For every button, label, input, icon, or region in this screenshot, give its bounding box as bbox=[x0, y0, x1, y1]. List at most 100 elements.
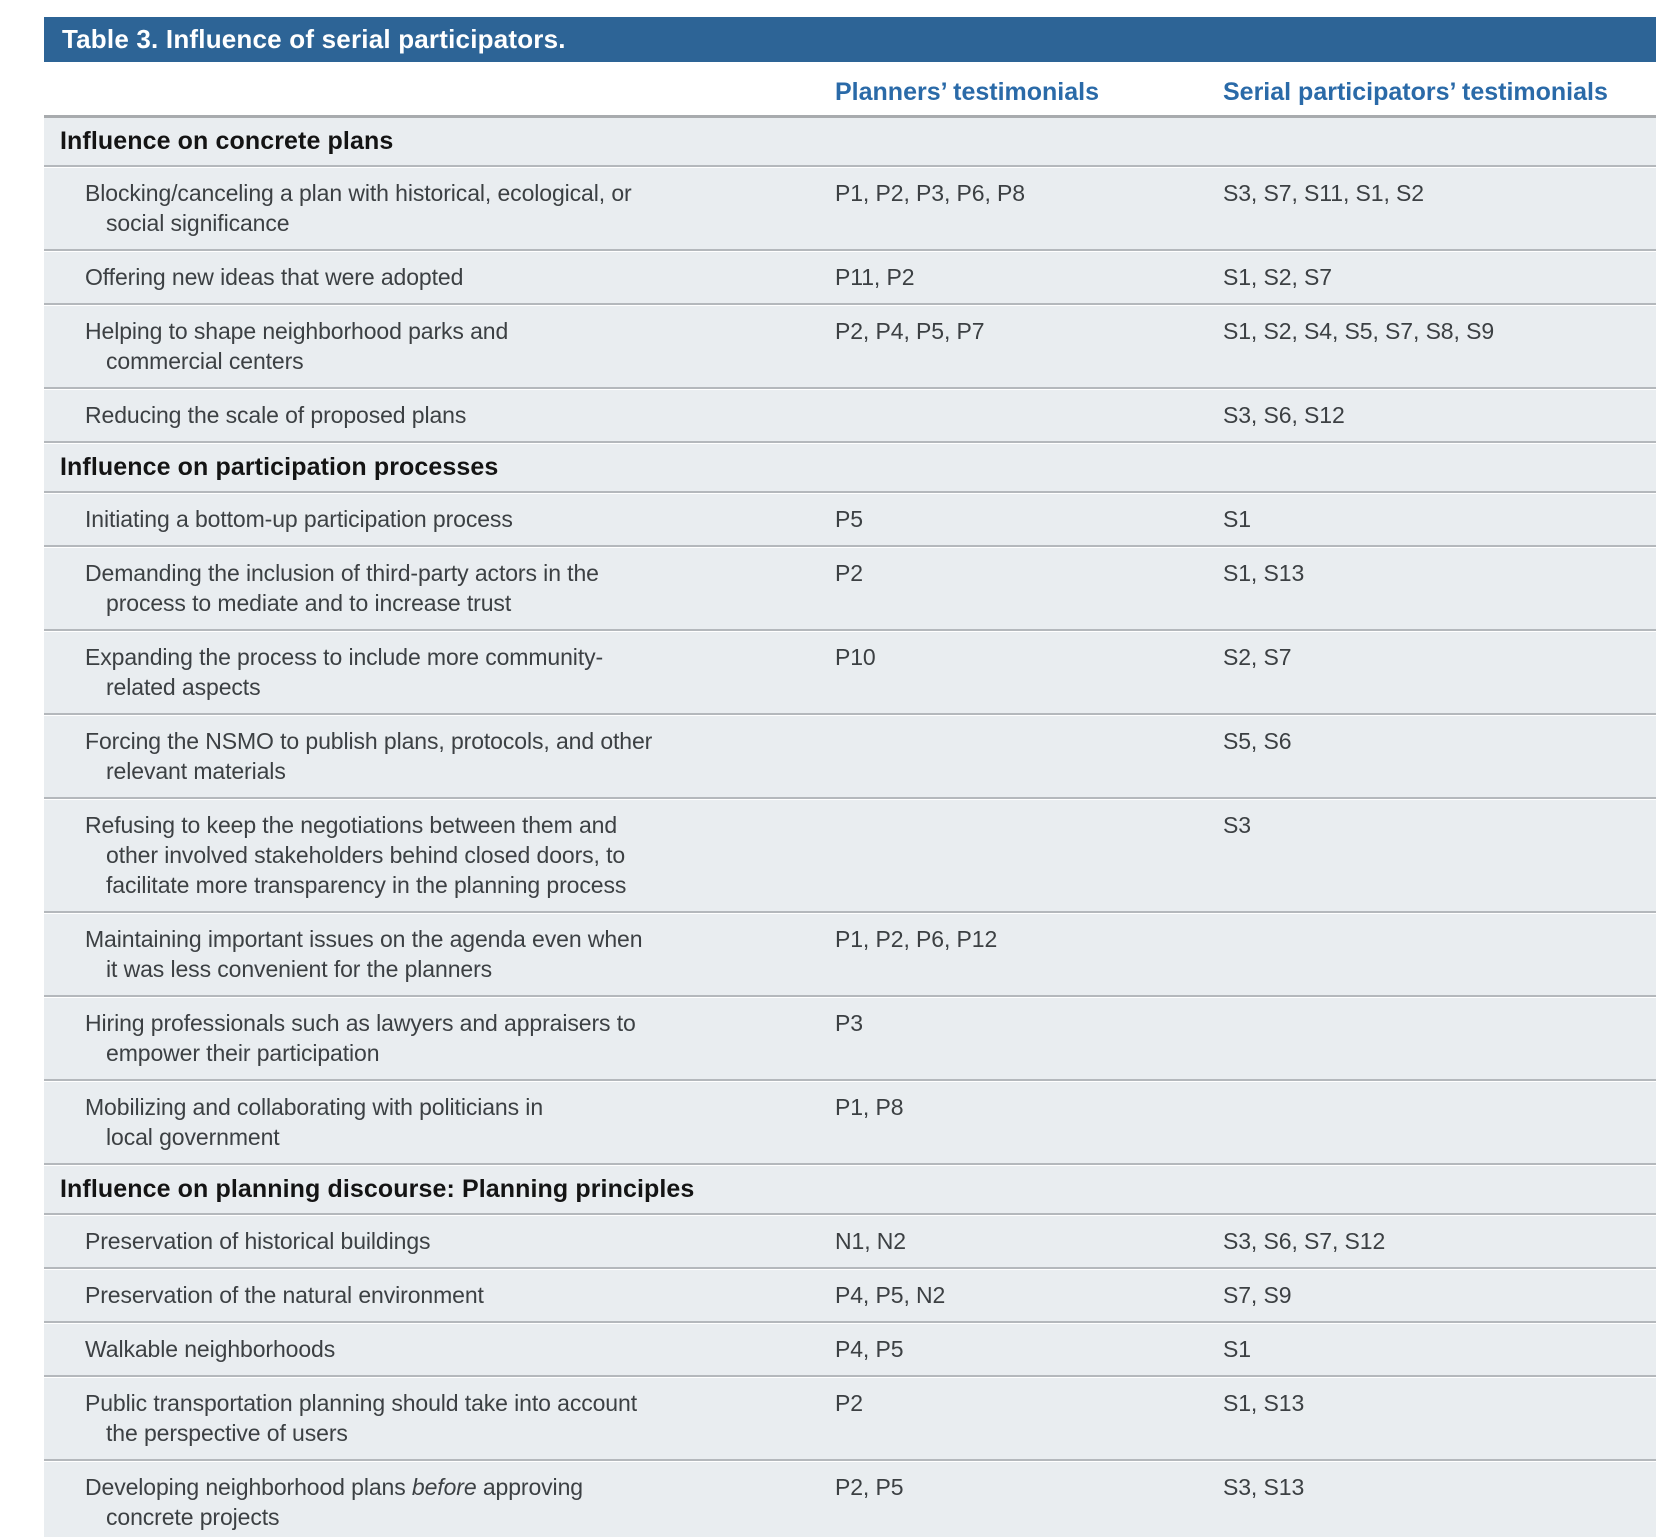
table-row: Initiating a bottom-up participation pro… bbox=[44, 494, 1656, 547]
row-label: Walkable neighborhoods bbox=[44, 1324, 835, 1375]
row-label: Forcing the NSMO to publish plans, proto… bbox=[44, 716, 835, 797]
serial-participators-testimonials-cell: S1, S2, S7 bbox=[1223, 264, 1332, 290]
serial-participators-testimonials-cell: S1 bbox=[1223, 506, 1251, 532]
serial-participators-testimonials-cell bbox=[1223, 998, 1656, 1079]
serial-participators-testimonials-cell: S1, S13 bbox=[1223, 1390, 1305, 1416]
table-row: Forcing the NSMO to publish plans, proto… bbox=[44, 716, 1656, 799]
row-label-part: Public transportation planning should ta… bbox=[85, 1390, 637, 1446]
row-label-part: Preservation of the natural environment bbox=[85, 1282, 484, 1308]
row-label-part: Preservation of historical buildings bbox=[85, 1228, 431, 1254]
serial-participators-testimonials-cell: S3, S13 bbox=[1223, 1474, 1305, 1500]
row-label-italic-part: before bbox=[411, 1474, 477, 1500]
table-row: Hiring professionals such as lawyers and… bbox=[44, 998, 1656, 1081]
table-row: Expanding the process to include more co… bbox=[44, 632, 1656, 715]
planners-testimonials-cell bbox=[835, 716, 1223, 797]
row-label-part: Walkable neighborhoods bbox=[85, 1336, 336, 1362]
column-header-serial: Serial participators’ testimonials bbox=[1223, 78, 1608, 106]
section-header-row: Influence on participation processes bbox=[44, 444, 1656, 493]
row-label: Mobilizing and collaborating with politi… bbox=[44, 1082, 835, 1163]
row-label: Public transportation planning should ta… bbox=[44, 1378, 835, 1459]
planners-testimonials-cell: P1, P2, P6, P12 bbox=[835, 926, 998, 952]
planners-testimonials-cell: P4, P5 bbox=[835, 1336, 904, 1362]
section-header-label: Influence on participation processes bbox=[60, 453, 499, 481]
row-label-part: approving concrete projects bbox=[106, 1474, 583, 1530]
planners-testimonials-cell: P2, P4, P5, P7 bbox=[835, 318, 985, 344]
section-header-label: Influence on planning discourse: Plannin… bbox=[60, 1175, 695, 1203]
column-header-row: Planners’ testimonials Serial participat… bbox=[44, 72, 1656, 118]
section-header-row: Influence on concrete plans bbox=[44, 118, 1656, 167]
row-label: Offering new ideas that were adopted bbox=[44, 252, 835, 303]
row-label: Developing neighborhood plans before app… bbox=[44, 1462, 835, 1537]
serial-participators-testimonials-cell: S7, S9 bbox=[1223, 1282, 1292, 1308]
serial-participators-testimonials-cell: S3, S6, S12 bbox=[1223, 402, 1345, 428]
serial-participators-testimonials-cell: S3 bbox=[1223, 812, 1251, 838]
row-label-part: Expanding the process to include more co… bbox=[85, 644, 604, 700]
table-body: Influence on concrete plans Blocking/canc… bbox=[44, 118, 1656, 1537]
serial-participators-testimonials-cell: S3, S6, S7, S12 bbox=[1223, 1228, 1386, 1254]
row-label: Refusing to keep the negotiations betwee… bbox=[44, 800, 835, 911]
row-label: Blocking/canceling a plan with historica… bbox=[44, 168, 835, 249]
row-label: Hiring professionals such as lawyers and… bbox=[44, 998, 835, 1079]
section-header-row: Influence on planning discourse: Plannin… bbox=[44, 1166, 1656, 1215]
serial-participators-testimonials-cell: S1, S2, S4, S5, S7, S8, S9 bbox=[1223, 318, 1495, 344]
row-label: Preservation of historical buildings bbox=[44, 1216, 835, 1267]
section-header-label: Influence on concrete plans bbox=[60, 127, 394, 155]
serial-participators-testimonials-cell: S2, S7 bbox=[1223, 644, 1292, 670]
serial-participators-testimonials-cell bbox=[1223, 914, 1656, 995]
table-title-bar: Table 3. Influence of serial participato… bbox=[44, 17, 1656, 62]
row-label: Reducing the scale of proposed plans bbox=[44, 390, 835, 441]
table-row: Preservation of the natural environment P… bbox=[44, 1270, 1656, 1323]
table-row: Mobilizing and collaborating with politi… bbox=[44, 1082, 1656, 1165]
table-row: Helping to shape neighborhood parks and … bbox=[44, 306, 1656, 389]
row-label-part: Offering new ideas that were adopted bbox=[85, 264, 464, 290]
table-row: Developing neighborhood plans before app… bbox=[44, 1462, 1656, 1537]
row-label: Initiating a bottom-up participation pro… bbox=[44, 494, 835, 545]
column-header-spacer bbox=[44, 72, 835, 115]
row-label-part: Blocking/canceling a plan with historica… bbox=[85, 180, 632, 236]
planners-testimonials-cell: P2 bbox=[835, 560, 863, 586]
planners-testimonials-cell: P5 bbox=[835, 506, 863, 532]
row-label-part: Initiating a bottom-up participation pro… bbox=[85, 506, 513, 532]
table-row: Preservation of historical buildings N1, … bbox=[44, 1216, 1656, 1269]
table-row: Maintaining important issues on the agen… bbox=[44, 914, 1656, 997]
table-row: Offering new ideas that were adopted P11,… bbox=[44, 252, 1656, 305]
column-header-planners: Planners’ testimonials bbox=[835, 78, 1099, 106]
serial-participators-testimonials-cell: S1, S13 bbox=[1223, 560, 1305, 586]
planners-testimonials-cell: P4, P5, N2 bbox=[835, 1282, 946, 1308]
row-label-part: Mobilizing and collaborating with politi… bbox=[85, 1094, 544, 1150]
table-row: Demanding the inclusion of third-party a… bbox=[44, 548, 1656, 631]
row-label: Preservation of the natural environment bbox=[44, 1270, 835, 1321]
row-label-part: Reducing the scale of proposed plans bbox=[85, 402, 467, 428]
planners-testimonials-cell: P1, P8 bbox=[835, 1094, 904, 1120]
table-row: Public transportation planning should ta… bbox=[44, 1378, 1656, 1461]
planners-testimonials-cell: P11, P2 bbox=[835, 264, 915, 290]
serial-participators-testimonials-cell: S1 bbox=[1223, 1336, 1251, 1362]
serial-participators-testimonials-cell: S5, S6 bbox=[1223, 728, 1292, 754]
planners-testimonials-cell bbox=[835, 390, 1223, 441]
serial-participators-testimonials-cell bbox=[1223, 1082, 1656, 1163]
table-row: Refusing to keep the negotiations betwee… bbox=[44, 800, 1656, 913]
row-label-part: Helping to shape neighborhood parks and … bbox=[85, 318, 509, 374]
serial-participators-testimonials-cell: S3, S7, S11, S1, S2 bbox=[1223, 180, 1424, 206]
planners-testimonials-cell: P2, P5 bbox=[835, 1474, 904, 1500]
row-label-part: Demanding the inclusion of third-party a… bbox=[85, 560, 599, 616]
row-label: Expanding the process to include more co… bbox=[44, 632, 835, 713]
planners-testimonials-cell: P1, P2, P3, P6, P8 bbox=[835, 180, 1025, 206]
row-label-part: Hiring professionals such as lawyers and… bbox=[85, 1010, 636, 1066]
planners-testimonials-cell bbox=[835, 800, 1223, 911]
planners-testimonials-cell: P3 bbox=[835, 1010, 863, 1036]
planners-testimonials-cell: N1, N2 bbox=[835, 1228, 906, 1254]
planners-testimonials-cell: P2 bbox=[835, 1390, 863, 1416]
table-row: Blocking/canceling a plan with historica… bbox=[44, 168, 1656, 251]
table-row: Walkable neighborhoods P4, P5 S1 bbox=[44, 1324, 1656, 1377]
planners-testimonials-cell: P10 bbox=[835, 644, 876, 670]
row-label-part: Forcing the NSMO to publish plans, proto… bbox=[85, 728, 653, 784]
row-label: Demanding the inclusion of third-party a… bbox=[44, 548, 835, 629]
table-row: Reducing the scale of proposed plans S3, … bbox=[44, 390, 1656, 443]
row-label-part: Developing neighborhood plans bbox=[85, 1474, 412, 1500]
row-label-part: Maintaining important issues on the agen… bbox=[85, 926, 643, 982]
row-label: Helping to shape neighborhood parks and … bbox=[44, 306, 835, 387]
table-title: Table 3. Influence of serial participato… bbox=[62, 24, 566, 54]
row-label-part: Refusing to keep the negotiations betwee… bbox=[85, 812, 627, 898]
